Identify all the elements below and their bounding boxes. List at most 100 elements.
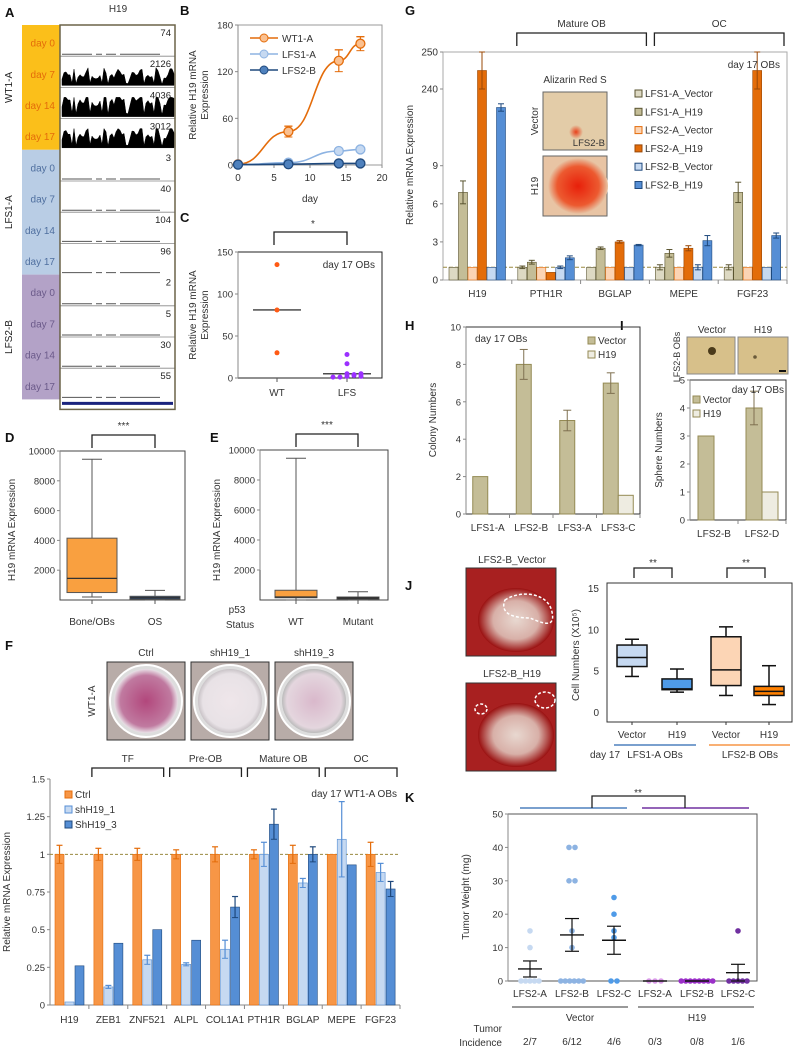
x-tick-label: WT: [269, 388, 285, 399]
bar-Ctrl: [93, 854, 104, 1006]
group-header: OC: [712, 19, 727, 30]
legend-swatch: [692, 395, 701, 404]
bar-Ctrl: [249, 854, 259, 1006]
legend-marker: [259, 33, 269, 43]
x-tick-label: LFS2-C: [721, 989, 755, 1000]
bar-H19: [761, 491, 779, 521]
x-tick-label: 20: [376, 173, 388, 184]
legend-label: LFS2-A_H19: [645, 144, 703, 155]
row-day-label: day 17: [25, 132, 55, 143]
legend-label: LFS2-B_H19: [645, 181, 703, 192]
y-tick-label: 0: [456, 510, 461, 521]
data-point: [518, 978, 524, 984]
legend-label: ShH19_3: [75, 820, 117, 831]
data-point: [358, 371, 364, 377]
y-tick-label: 180: [217, 21, 233, 32]
bar-LFS2-B_Vector: [761, 266, 772, 281]
row-day-label: day 0: [31, 163, 56, 174]
y-tick-label: 6: [432, 199, 438, 210]
bar-Vector: [697, 435, 715, 521]
sphere: [708, 347, 716, 355]
x-tick-label: LFS2-B: [680, 989, 714, 1000]
stain-spot: [569, 125, 583, 139]
inset-image-vector: [542, 91, 608, 151]
x-tick-label: H19: [668, 730, 687, 741]
x-tick-label: COL1A1: [206, 1015, 245, 1026]
bar-LFS2-B_Vector: [624, 266, 634, 281]
image-label: shH19_3: [294, 648, 334, 659]
y-tick-label: 0: [228, 374, 233, 385]
legend-swatch: [587, 350, 596, 359]
image-label: shH19_1: [210, 648, 250, 659]
bar-ShH19_3: [113, 942, 124, 1006]
x-tick-label: MEPE: [327, 1015, 356, 1026]
condition-label: Vector: [566, 1013, 595, 1024]
x-tick-label: FGF23: [365, 1015, 397, 1026]
bar-LFS2-A_H19: [477, 70, 487, 281]
significance-marker: **: [634, 788, 642, 799]
legend-swatch: [64, 805, 73, 814]
bar-shH19_1: [142, 959, 153, 1006]
y-tick-label: 4: [680, 404, 685, 415]
box: [710, 636, 742, 687]
x-tick-label: PTH1R: [530, 289, 563, 300]
data-point: [527, 978, 533, 984]
x-tick-label: ZEB1: [96, 1015, 121, 1026]
annotation: day 17 OBs: [323, 260, 375, 271]
bar-Ctrl: [54, 854, 65, 1006]
legend-label: Vector: [703, 395, 732, 406]
x-tick-label: H19: [468, 289, 487, 300]
bar-shH19_1: [298, 882, 308, 1006]
data-point: [333, 55, 344, 66]
tumor-outline: [534, 691, 556, 709]
bar-LFS2-A_H19: [683, 247, 694, 281]
x-tick-label: LFS2-A: [513, 989, 547, 1000]
bar-ShH19_3: [74, 965, 85, 1006]
bar-Vector: [559, 420, 576, 515]
y-axis-label: Sphere Numbers: [654, 412, 665, 488]
y-axis-label: Relative mRNA Expression: [405, 105, 416, 225]
coverage-peaks: [61, 66, 175, 86]
panel-letter-J: J: [405, 578, 412, 593]
group-label: WT1-A: [4, 72, 15, 103]
bar-shH19_1: [181, 964, 191, 1006]
x-tick-label: ALPL: [174, 1015, 199, 1026]
sphere-image-h19: [737, 336, 789, 375]
data-point: [709, 978, 716, 984]
incidence-value: 2/7: [523, 1037, 537, 1048]
data-point: [571, 978, 578, 984]
y-tick-label: 0: [228, 161, 233, 172]
y-tick-label: 3: [432, 237, 438, 248]
legend-marker: [259, 65, 269, 75]
y-tick-label: 6: [456, 397, 461, 408]
y-tick-label: 0: [680, 516, 685, 527]
legend-label: LFS1-A: [282, 50, 316, 61]
bar-ShH19_3: [230, 906, 240, 1006]
y-axis-label: H19 mRNA Expression: [212, 479, 223, 581]
group-band-LFS1-A: [22, 149, 60, 275]
y-axis-label: Colony Numbers: [428, 383, 439, 457]
y-tick-label: 2: [456, 472, 461, 483]
row-scale-max: 55: [160, 371, 171, 382]
data-point: [333, 145, 344, 157]
legend-swatch: [64, 790, 73, 799]
data-point: [614, 978, 620, 984]
bar-Ctrl: [132, 854, 143, 1006]
bar-ShH19_3: [346, 864, 357, 1006]
y-tick-label: 4000: [234, 536, 255, 547]
row-day-label: day 0: [31, 39, 56, 50]
data-point: [531, 978, 538, 984]
data-point: [726, 978, 732, 984]
well-stain: [198, 669, 262, 733]
x-tick-label: WT: [288, 617, 304, 628]
bar-shH19_1: [103, 986, 114, 1006]
row-day-label: day 14: [25, 101, 55, 112]
y-tick-label: 0: [432, 276, 438, 287]
data-point: [611, 894, 617, 901]
row-scale-max: 3: [166, 153, 171, 164]
x-tick-label: H19: [760, 730, 779, 741]
y-tick-label: 10000: [229, 446, 255, 457]
x-tick-label: OS: [148, 617, 163, 628]
row-day-label: day 14: [25, 226, 55, 237]
